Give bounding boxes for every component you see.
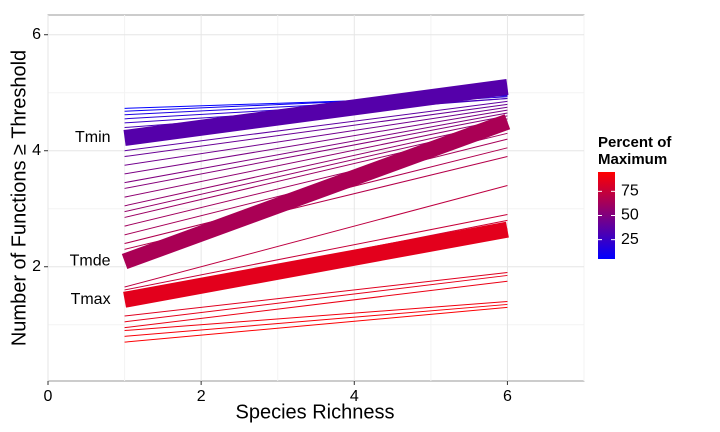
- threshold-line: [124, 106, 508, 166]
- legend-title: Percent of: [598, 134, 672, 151]
- y-tick-label: 6: [32, 26, 41, 43]
- threshold-line: [124, 306, 508, 343]
- highlight-line: [121, 114, 511, 270]
- x-tick-label: 2: [197, 388, 206, 405]
- y-axis-title: Number of Functions ≥ Threshold: [8, 50, 30, 346]
- threshold-line: [124, 303, 508, 337]
- threshold-line: [124, 118, 508, 198]
- legend-title: Maximum: [598, 151, 667, 168]
- threshold-line: [124, 185, 508, 288]
- colorbar: [598, 172, 615, 259]
- line-label: Tmin: [75, 129, 111, 146]
- x-tick-label: 6: [503, 388, 512, 405]
- legend-label: 75: [621, 183, 639, 200]
- threshold-line: [124, 121, 508, 207]
- threshold-line: [124, 103, 508, 158]
- threshold-line: [124, 280, 508, 329]
- x-axis-title: Species Richness: [236, 401, 395, 423]
- legend-label: 25: [621, 231, 639, 248]
- y-tick-label: 4: [32, 142, 41, 159]
- threshold-line: [124, 214, 508, 291]
- x-tick-label: 4: [350, 388, 359, 405]
- threshold-line: [124, 112, 508, 184]
- threshold-line: [124, 109, 508, 175]
- highlight-line: [123, 78, 509, 146]
- line-label: Tmde: [70, 253, 111, 270]
- threshold-line: [124, 274, 508, 323]
- legend-label: 50: [621, 207, 639, 224]
- y-tick-label: 2: [32, 258, 41, 275]
- threshold-line: [124, 272, 508, 317]
- threshold-line: [124, 115, 508, 189]
- highlight-line: [123, 221, 509, 308]
- threshold-line: [124, 301, 508, 332]
- threshold-line: [124, 100, 508, 152]
- line-label: Tmax: [71, 291, 111, 308]
- x-tick-label: 0: [44, 388, 53, 405]
